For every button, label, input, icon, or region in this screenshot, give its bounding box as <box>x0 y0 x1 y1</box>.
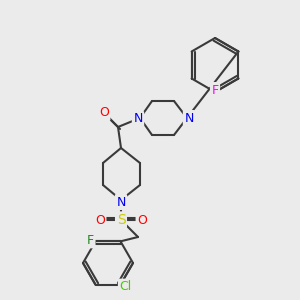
Text: N: N <box>116 196 126 208</box>
Text: N: N <box>133 112 143 125</box>
Text: O: O <box>99 106 109 119</box>
Text: S: S <box>117 213 125 227</box>
Text: Cl: Cl <box>119 280 132 293</box>
Text: O: O <box>137 214 147 226</box>
Text: O: O <box>95 214 105 226</box>
Text: F: F <box>87 234 94 247</box>
Text: F: F <box>212 83 219 97</box>
Text: N: N <box>184 112 194 124</box>
